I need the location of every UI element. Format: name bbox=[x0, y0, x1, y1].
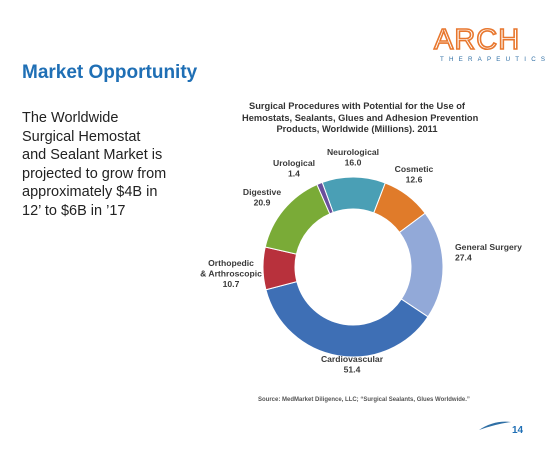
slice-category-label: Cardiovascular bbox=[321, 354, 384, 364]
body-line: projected to grow from bbox=[22, 165, 167, 182]
chart-title-line: Hemostats, Sealants, Glues and Adhesion … bbox=[242, 112, 479, 123]
body-line: and Sealant Market is bbox=[22, 147, 163, 163]
body-text: The Worldwide Surgical Hemostat and Seal… bbox=[22, 109, 190, 220]
donut-slice-cardiovascular bbox=[265, 281, 429, 358]
slice-category-label: Digestive bbox=[243, 187, 281, 197]
slice-category-label: Orthopedic bbox=[208, 258, 254, 268]
page-title: Market Opportunity bbox=[22, 62, 198, 83]
slice-value-label: 12.6 bbox=[406, 175, 423, 185]
arch-therapeutics-logo: ARCH THERAPEUTICS bbox=[432, 22, 550, 70]
donut-slice-urological bbox=[316, 181, 334, 215]
slice-category-label: Urological bbox=[273, 158, 315, 168]
chart-title: Surgical Procedures with Potential for t… bbox=[242, 101, 479, 136]
body-line: Surgical Hemostat bbox=[22, 128, 141, 145]
slice-category-label: General Surgery bbox=[455, 242, 522, 252]
body-line: 12’ to $6B in ’17 bbox=[22, 202, 126, 219]
slice-category-label: Cosmetic bbox=[395, 164, 434, 174]
slice-value-label: 27.4 bbox=[455, 253, 472, 263]
body-line: The Worldwide bbox=[22, 110, 119, 126]
chart-title-line: Products, Worldwide (Millions). 2011 bbox=[276, 124, 438, 134]
body-line: approximately $4B in bbox=[22, 184, 158, 200]
slice-category-label: & Arthroscopic bbox=[200, 269, 262, 279]
chart-source: Source: MedMarket Diligence, LLC; “Surgi… bbox=[258, 397, 470, 403]
chart-title-line: Surgical Procedures with Potential for t… bbox=[249, 101, 465, 111]
logo-wordmark: ARCH bbox=[434, 24, 520, 56]
slice-value-label: 1.4 bbox=[288, 169, 300, 179]
swoosh-icon bbox=[479, 421, 511, 430]
slice-value-label: 16.0 bbox=[345, 158, 362, 168]
slice-category-label: Neurological bbox=[327, 147, 379, 157]
donut-slice-general-surgery bbox=[398, 212, 444, 318]
arch-logo-wordmark-icon: ARCH bbox=[433, 23, 520, 56]
slice-value-label: 20.9 bbox=[254, 198, 271, 208]
slice-value-label: 10.7 bbox=[223, 279, 240, 289]
page-number: 14 bbox=[512, 425, 524, 436]
slice-value-label: 51.4 bbox=[344, 365, 361, 375]
logo-subtext: THERAPEUTICS bbox=[440, 56, 551, 63]
